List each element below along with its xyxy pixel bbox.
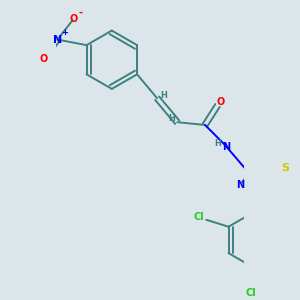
Text: S: S [281, 163, 289, 173]
Text: N: N [53, 34, 62, 45]
Text: N: N [236, 180, 244, 190]
Text: Cl: Cl [194, 212, 205, 222]
Text: O: O [39, 54, 48, 64]
Text: O: O [216, 97, 224, 107]
Text: H: H [214, 139, 221, 148]
Text: H: H [161, 91, 167, 100]
Text: Cl: Cl [245, 288, 256, 298]
Text: +: + [61, 28, 68, 37]
Text: O: O [70, 14, 78, 24]
Text: -: - [78, 8, 82, 18]
Text: N: N [222, 142, 230, 152]
Text: H: H [168, 113, 175, 122]
